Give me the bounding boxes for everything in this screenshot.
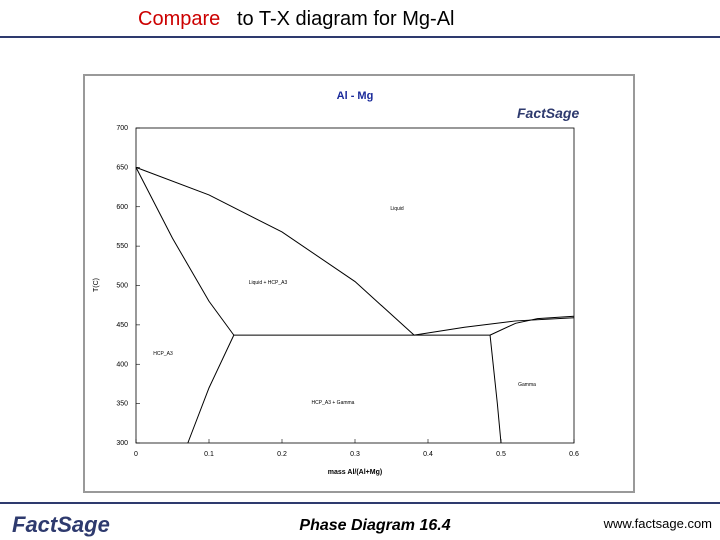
- region-label: HCP_A3: [153, 351, 173, 357]
- y-tick-label: 550: [116, 243, 128, 250]
- y-tick-label: 700: [116, 125, 128, 132]
- phase-boundary: [135, 167, 235, 336]
- y-tick-label: 400: [116, 361, 128, 368]
- y-tick-label: 350: [116, 401, 128, 408]
- phase-boundary: [489, 315, 575, 336]
- x-tick-label: 0.3: [350, 451, 360, 458]
- x-axis-label: mass Al/(Al+Mg): [328, 469, 382, 476]
- title-emphasis: Compare: [138, 8, 220, 30]
- x-tick-label: 0: [134, 451, 138, 458]
- y-tick-label: 500: [116, 283, 128, 290]
- region-label: HCP_A3 + Gamma: [312, 400, 355, 406]
- phase-boundary: [414, 317, 575, 336]
- phase-boundary: [489, 335, 502, 444]
- y-tick-label: 650: [116, 164, 128, 171]
- chart-title: Al - Mg: [337, 90, 374, 102]
- x-tick-label: 0.4: [423, 451, 433, 458]
- footer-logo: FactSage: [12, 512, 110, 537]
- region-label: Liquid: [390, 206, 404, 212]
- x-tick-label: 0.5: [496, 451, 506, 458]
- y-tick-label: 300: [116, 440, 128, 447]
- chart-logo: FactSage: [517, 105, 579, 121]
- x-tick-label: 0.6: [569, 451, 579, 458]
- title-rest: to T-X diagram for Mg-Al: [237, 8, 454, 30]
- footer-url: www.factsage.com: [603, 516, 712, 531]
- y-tick-label: 600: [116, 204, 128, 211]
- y-axis-label: T(C): [93, 278, 100, 292]
- chart-frame: [83, 74, 635, 493]
- region-label: Gamma: [518, 382, 536, 388]
- x-tick-label: 0.2: [277, 451, 287, 458]
- region-label: Liquid + HCP_A3: [249, 280, 288, 286]
- x-tick-label: 0.1: [204, 451, 214, 458]
- phase-boundary: [135, 166, 415, 336]
- y-tick-label: 450: [116, 322, 128, 329]
- footer-title: Phase Diagram 16.4: [299, 517, 450, 534]
- phase-boundary: [187, 334, 235, 444]
